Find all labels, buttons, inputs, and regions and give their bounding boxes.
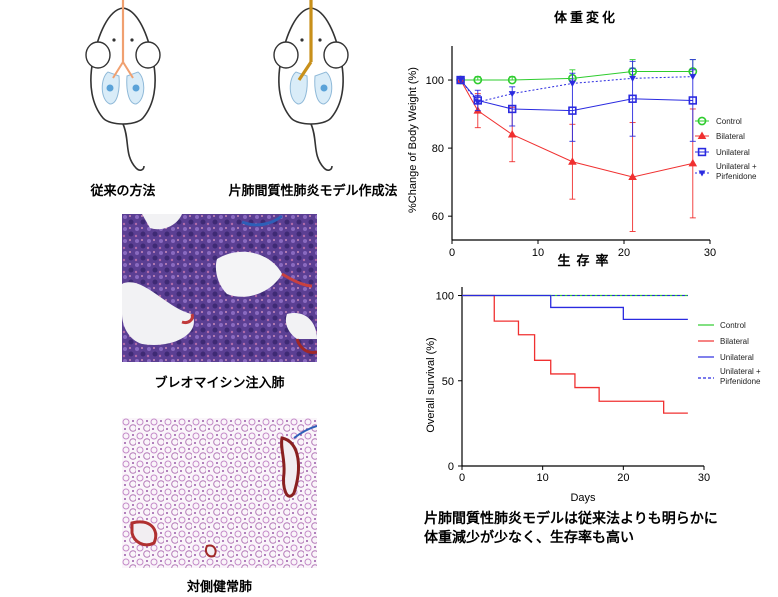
legend-label: Unilateral +: [716, 162, 757, 171]
survival-x-tick-label: 30: [698, 472, 710, 484]
caption-conventional-method: 従来の方法: [90, 184, 156, 199]
weight-point: [568, 157, 577, 165]
caption-model-method: 片肺間質性肺炎モデル作成法: [228, 184, 398, 199]
weight-point: [474, 99, 482, 106]
legend-label: Control: [716, 117, 742, 126]
survival-y-tick-label: 100: [436, 291, 454, 303]
weight-point: [508, 91, 516, 98]
weight-point: [507, 129, 517, 138]
weight-point: [569, 80, 576, 87]
legend-label: Control: [720, 321, 746, 330]
caption-contralateral-lung: 対側健常肺: [186, 580, 252, 595]
weight-point: [507, 75, 517, 85]
weight-point: [473, 75, 483, 85]
survival-chart-ylabel: Overall survival (%): [425, 337, 437, 432]
histology-bleomycin-lung-image: [122, 214, 317, 362]
survival-series-line: [462, 294, 688, 321]
histology-contralateral-lung-image: [122, 418, 317, 568]
weight-x-tick-label: 30: [704, 247, 716, 259]
legend-label: Bilateral: [716, 132, 745, 141]
survival-y-tick-label: 0: [448, 461, 454, 473]
conclusion-line-2: 体重減少が少なく、生存率も高い: [424, 530, 634, 546]
weight-series-line: [460, 79, 693, 178]
survival-chart-xlabel: Days: [570, 492, 596, 504]
legend-marker: [697, 147, 707, 157]
weight-x-tick-label: 0: [449, 247, 455, 259]
weight-y-tick-label: 80: [432, 143, 444, 155]
weight-point: [568, 106, 577, 115]
legend-label: Pirfenidone: [716, 172, 757, 181]
weight-point: [689, 74, 697, 81]
mouse-unilateral-illustration: [273, 0, 349, 171]
legend-label: Bilateral: [720, 337, 749, 346]
legend-label: Unilateral +: [720, 367, 761, 376]
survival-x-tick-label: 20: [617, 472, 629, 484]
weight-point: [628, 172, 637, 181]
caption-bleomycin-lung: ブレオマイシン注入肺: [154, 376, 285, 391]
weight-point: [508, 104, 517, 114]
mouse-conventional-illustration: [85, 0, 161, 171]
weight-y-tick-label: 100: [426, 75, 444, 87]
weight-chart-ylabel: %Change of Body Weight (%): [407, 67, 419, 213]
weight-point: [688, 158, 698, 167]
weight-point: [629, 75, 636, 82]
survival-series-line: [462, 294, 688, 414]
weight-series-line: [460, 79, 693, 112]
legend-marker: [697, 116, 707, 126]
survival-x-tick-label: 0: [459, 472, 465, 484]
survival-x-tick-label: 10: [537, 472, 549, 484]
weight-chart-title: 体重変化: [554, 10, 618, 25]
body-weight-chart: 体重変化 0 10 20 30 60 80 100 %Change of Body Weig…: [407, 10, 757, 268]
legend-marker: [698, 170, 706, 177]
legend-label: Unilateral: [720, 353, 754, 362]
weight-point: [688, 96, 697, 105]
legend-label: Pirfenidone: [720, 377, 761, 386]
weight-x-tick-label: 20: [618, 247, 630, 259]
conclusion-text: 片肺間質性肺炎モデルは従来法よりも明らかに 体重減少が少なく、生存率も高い: [424, 510, 718, 548]
conclusion-line-1: 片肺間質性肺炎モデルは従来法よりも明らかに: [424, 511, 718, 527]
weight-x-tick-label: 10: [532, 247, 544, 259]
weight-chart-xlabel: 生存率: [557, 253, 614, 268]
legend-label: Unilateral: [716, 148, 750, 157]
survival-y-tick-label: 50: [442, 376, 454, 388]
legend-marker: [697, 131, 707, 139]
weight-point: [628, 94, 637, 103]
weight-series-line: [460, 76, 693, 103]
weight-point: [457, 77, 464, 84]
weight-y-tick-label: 60: [432, 211, 444, 223]
